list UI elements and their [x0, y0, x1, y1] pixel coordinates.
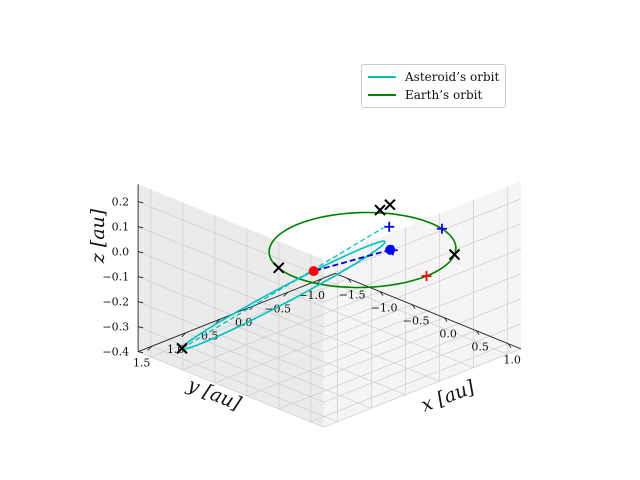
x-tick-mark	[347, 278, 352, 283]
left-back-pane	[138, 184, 324, 428]
x-axis-line	[335, 272, 522, 350]
y-tick-label: 0.5	[201, 329, 219, 342]
x-tick-mark	[379, 291, 384, 296]
x-tick-label: −0.5	[403, 315, 430, 328]
x-tick-mark	[411, 304, 416, 309]
z-axis-label: z [au]	[87, 208, 109, 264]
z-tick-label: −0.2	[102, 296, 129, 309]
x-tick-label: 0.5	[471, 341, 489, 354]
blue-dashed-segment	[313, 248, 391, 272]
black-x-marker	[448, 248, 461, 261]
z-tick-label: −0.4	[102, 346, 129, 359]
legend-label-asteroid: Asteroid’s orbit	[405, 69, 500, 84]
legend-swatch-earth	[368, 93, 396, 96]
black-x-marker	[272, 262, 285, 274]
z-tick-mark	[138, 251, 144, 254]
x-tick-label: −1.0	[371, 302, 398, 315]
y-tick-label: 1.5	[133, 356, 151, 369]
grid-line-z	[137, 323, 522, 403]
z-tick-mark	[138, 201, 144, 204]
z-tick-label: 0.1	[112, 221, 130, 234]
black-x-marker	[176, 342, 188, 355]
z-tick-label: −0.1	[102, 271, 129, 284]
grid-line-z	[137, 273, 522, 353]
grid-line-z	[137, 198, 522, 278]
z-tick-mark	[138, 301, 144, 304]
x-tick-label: 0.0	[439, 328, 457, 341]
orbit-markers	[176, 199, 461, 355]
z-tick-mark	[138, 276, 144, 279]
z-tick-label: 0.2	[112, 196, 130, 209]
grid-line-z	[137, 348, 522, 428]
x-tick-mark	[475, 330, 480, 335]
y-tick-label: −0.5	[264, 302, 291, 315]
asteroid-dashed-chord	[181, 227, 384, 349]
legend: Asteroid’s orbit Earth’s orbit	[361, 64, 506, 108]
y-tick-mark	[215, 318, 221, 324]
y-tick-label: −1.0	[298, 289, 325, 302]
z-tick-mark	[138, 326, 144, 329]
z-tick-mark	[138, 226, 144, 229]
z-tick-mark	[138, 351, 144, 354]
x-tick-mark	[443, 317, 448, 322]
z-tick-label: 0.0	[112, 246, 130, 259]
earth-orbit-line	[268, 211, 457, 289]
legend-item-earth: Earth’s orbit	[368, 86, 482, 103]
right-back-pane	[323, 181, 521, 428]
red-dot-marker	[308, 266, 319, 277]
blue-dot-marker	[385, 244, 396, 255]
x-tick-label: 1.0	[503, 354, 521, 367]
black-x-marker	[374, 204, 386, 216]
y-tick-mark	[283, 291, 289, 297]
legend-label-earth: Earth’s orbit	[405, 87, 483, 102]
grid-line-z	[137, 248, 522, 328]
x-tick-mark	[507, 343, 512, 348]
x-tick-label: −1.5	[339, 289, 366, 302]
black-x-marker	[384, 199, 396, 211]
y-tick-mark	[181, 332, 187, 338]
y-tick-mark	[147, 345, 153, 351]
legend-swatch-asteroid	[368, 75, 396, 78]
legend-item-asteroid: Asteroid’s orbit	[368, 68, 499, 85]
y-tick-mark	[317, 278, 323, 284]
z-tick-label: −0.3	[102, 321, 129, 334]
